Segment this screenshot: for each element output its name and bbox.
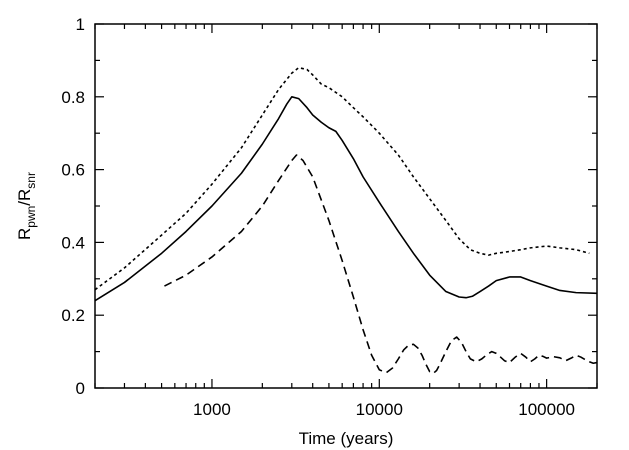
x-tick-label: 1000	[193, 400, 231, 419]
y-tick-label: 0	[76, 379, 85, 398]
y-tick-label: 0.4	[61, 233, 85, 252]
plot-frame	[94, 23, 598, 389]
y-axis-label: Rpwn/Rsnr	[15, 172, 38, 240]
y-tick-label: 0.2	[61, 306, 85, 325]
y-tick-label: 0.6	[61, 161, 85, 180]
series-layer	[94, 66, 598, 375]
series-line-solid	[94, 96, 598, 302]
x-tick-label: 10000	[356, 400, 403, 419]
x-axis-label: Time (years)	[299, 429, 394, 448]
series-line-dashed	[164, 154, 598, 375]
y-tick-label: 1	[76, 15, 85, 34]
tick-layer: 0 0.2 0.4 0.6 0.8 1 1000 10000 100000	[61, 15, 598, 419]
y-axis-label-main: R	[15, 228, 34, 240]
series-line-dotted	[94, 66, 590, 291]
y-axis-label-sub1: pwn	[24, 206, 38, 228]
y-tick-label: 0.8	[61, 88, 85, 107]
y-axis-label-slash: /R	[15, 189, 34, 206]
y-axis-label-sub2: snr	[24, 172, 38, 189]
x-tick-label: 100000	[518, 400, 575, 419]
